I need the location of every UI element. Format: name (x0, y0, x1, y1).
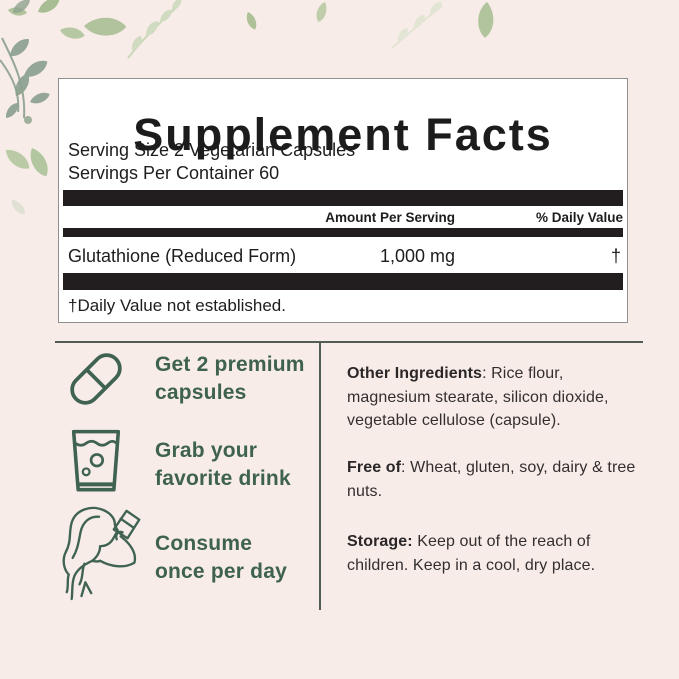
table-row: Glutathione (Reduced Form) 1,000 mg † (68, 244, 625, 268)
person-drinking-icon (62, 506, 141, 601)
amount-per-serving-header: Amount Per Serving (325, 210, 455, 225)
instruction-label-consume: Consume once per day (155, 532, 287, 583)
nutrient-amount: 1,000 mg (379, 246, 455, 266)
medium-divider-bar (63, 228, 623, 237)
storage-label: Storage: (347, 533, 413, 550)
serving-size-text: Serving Size 2 Vegetarian Capsules (68, 140, 356, 160)
storage-text: Storage: Keep out of the reach of childr… (347, 533, 596, 574)
drink-glass-icon (71, 429, 121, 492)
other-ingredients-text: Other Ingredients: Rice flour, magnesium… (347, 365, 609, 429)
facts-header-row: Amount Per Serving % Daily Value (68, 210, 625, 227)
free-of-label: Free of (347, 459, 402, 476)
servings-per-container-text: Servings Per Container 60 (68, 163, 280, 183)
supplement-facts-title: Supplement Facts (133, 109, 553, 161)
thick-divider-bar-bottom (63, 273, 623, 290)
other-ingredients-label: Other Ingredients (347, 365, 483, 382)
instruction-label-drink: Grab your favorite drink (155, 439, 291, 490)
nutrient-daily-value: † (610, 246, 621, 266)
thick-divider-bar-top (63, 190, 623, 206)
daily-value-footnote: †Daily Value not established. (68, 296, 286, 315)
vertical-divider (319, 341, 321, 610)
horizontal-divider (55, 341, 643, 343)
instruction-label-capsules: Get 2 premium capsules (155, 353, 305, 404)
nutrient-name: Glutathione (Reduced Form) (68, 246, 297, 266)
capsule-icon (70, 353, 122, 405)
daily-value-header: % Daily Value (535, 210, 623, 225)
free-of-text: Free of: Wheat, gluten, soy, dairy & tre… (347, 459, 636, 500)
supplement-facts-panel: Supplement Facts Serving Size 2 Vegetari… (58, 78, 628, 323)
